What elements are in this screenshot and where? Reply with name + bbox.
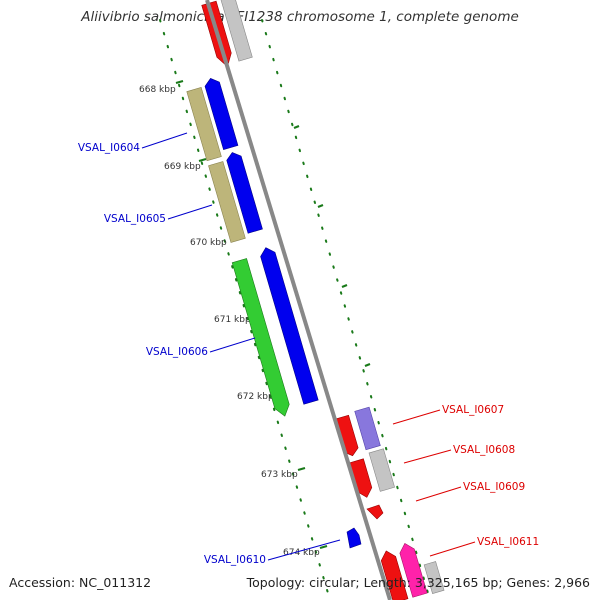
- gene-label-VSAL_I0609[interactable]: VSAL_I0609: [463, 481, 525, 493]
- gene-feature-VSAL_I0606: [231, 258, 290, 417]
- tick-label: 669 kbp: [164, 162, 201, 172]
- tick-label: 673 kbp: [261, 470, 298, 480]
- gene-feature-khaki-b: [208, 161, 246, 243]
- gene-feature-VSAL_I0604: [204, 78, 239, 151]
- tick-label: 668 kbp: [139, 85, 176, 95]
- gene-feature-VSAL_I0611: [399, 542, 428, 598]
- gene-feature-VSAL_I0605: [226, 152, 263, 234]
- gene-feature-blue-long: [260, 247, 319, 405]
- gene-label-VSAL_I0610[interactable]: VSAL_I0610: [204, 554, 266, 566]
- tick-inner-c: [341, 283, 348, 289]
- tick-inner-d: [364, 362, 371, 368]
- gene-label-VSAL_I0608[interactable]: VSAL_I0608: [453, 444, 515, 456]
- leader-VSAL_I0606: [209, 337, 256, 353]
- tick-673: [297, 466, 306, 472]
- leader-VSAL_I0604: [141, 132, 188, 149]
- tick-labels: 668 kbp 669 kbp 670 kbp 671 kbp 672 kbp …: [139, 85, 320, 558]
- map-title: Aliivibrio salmonicida LFI1238 chromosom…: [81, 9, 519, 25]
- leader-VSAL_I0608: [403, 449, 452, 464]
- leader-VSAL_I0611: [429, 541, 476, 557]
- gene-label-VSAL_I0607[interactable]: VSAL_I0607: [442, 404, 504, 416]
- tick-668: [175, 79, 184, 85]
- gene-feature-VSAL_I0608: [368, 448, 395, 492]
- gene-feature-khaki-a: [186, 87, 222, 162]
- label-leader-lines: [141, 132, 476, 561]
- gene-features: [186, 0, 445, 600]
- accession-text: Accession: NC_011312: [9, 575, 152, 590]
- tick-label: 674 kbp: [283, 548, 320, 558]
- gene-feature-grey-top: [220, 0, 253, 62]
- genome-info-text: Topology: circular; Length: 3,325,165 bp…: [246, 575, 590, 590]
- leader-VSAL_I0605: [167, 204, 213, 220]
- gene-feature-VSAL_I0610: [346, 527, 362, 549]
- gene-feature-VSAL_I0607-red: [333, 414, 359, 457]
- tick-label: 672 kbp: [237, 392, 274, 402]
- gene-labels: VSAL_I0604 VSAL_I0605 VSAL_I0606 VSAL_I0…: [78, 142, 539, 566]
- gene-label-VSAL_I0606[interactable]: VSAL_I0606: [146, 346, 208, 358]
- tick-inner-a: [293, 124, 300, 130]
- outer-guide-track: [159, 19, 331, 600]
- gene-label-VSAL_I0605[interactable]: VSAL_I0605: [104, 213, 166, 225]
- leader-VSAL_I0607: [392, 409, 441, 425]
- tick-label: 671 kbp: [214, 315, 251, 325]
- tick-674: [319, 544, 328, 550]
- gene-feature-grey-bottom: [423, 561, 445, 594]
- leader-VSAL_I0610: [267, 539, 341, 561]
- leader-VSAL_I0609: [415, 486, 462, 502]
- gene-feature-VSAL_I0607: [354, 406, 381, 451]
- tick-inner-b: [317, 203, 324, 209]
- genome-backbone: [205, 0, 392, 600]
- tick-label: 670 kbp: [190, 238, 227, 248]
- gene-label-VSAL_I0611[interactable]: VSAL_I0611: [477, 536, 539, 548]
- tick-669: [198, 157, 207, 163]
- gene-label-VSAL_I0604[interactable]: VSAL_I0604: [78, 142, 140, 154]
- gene-feature-VSAL_I0609: [366, 504, 384, 520]
- gene-feature-red-bottom: [380, 550, 409, 600]
